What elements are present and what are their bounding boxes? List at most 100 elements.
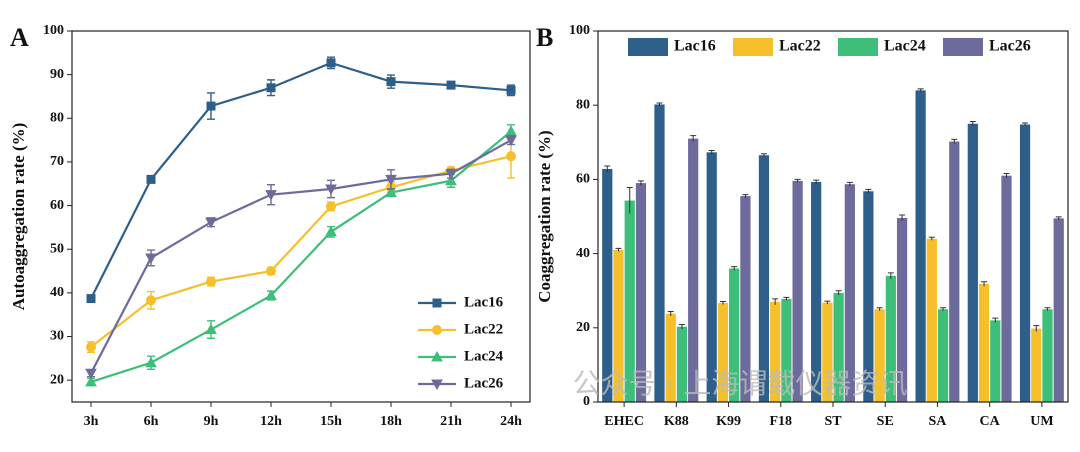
marker <box>266 83 276 93</box>
x-tick-label: SE <box>877 414 894 429</box>
marker <box>385 186 397 197</box>
error-bar <box>1003 172 1010 178</box>
marker <box>386 77 396 87</box>
legend-label: Lac16 <box>674 38 716 55</box>
watermark: 公众号 · 上海谓载仪器资讯 <box>573 367 908 400</box>
legend-label: Lac22 <box>779 38 821 55</box>
error-bar <box>678 323 685 329</box>
marker <box>326 201 336 212</box>
line <box>90 139 512 374</box>
marker <box>206 101 216 111</box>
bar <box>822 302 833 402</box>
marker <box>325 184 337 196</box>
error-bar <box>887 272 894 279</box>
bar <box>740 196 751 402</box>
x-tick-label: 9h <box>204 414 219 429</box>
bar <box>717 302 729 402</box>
marker <box>506 151 516 162</box>
error-bar <box>969 121 976 126</box>
error-bar <box>760 153 767 157</box>
legend-swatch <box>838 38 878 56</box>
legend-label: Lac26 <box>464 375 504 391</box>
legend-label: Lac26 <box>989 38 1031 55</box>
marker <box>206 276 216 287</box>
bar <box>635 183 647 402</box>
error-bar <box>719 300 726 305</box>
bar <box>602 169 613 402</box>
line <box>90 61 512 300</box>
bar <box>781 298 792 402</box>
marker <box>445 174 457 186</box>
x-tick-label: K88 <box>664 414 689 429</box>
legend-label: Lac24 <box>464 348 504 364</box>
bar <box>676 326 688 402</box>
marker <box>86 342 96 353</box>
legend-swatch <box>628 38 668 56</box>
error-bar <box>656 102 663 106</box>
y-axis-label: Autoaggregation rate (%) <box>9 123 28 311</box>
legend-label: Lac22 <box>464 321 503 337</box>
error-bar <box>783 296 790 301</box>
marker <box>146 174 156 184</box>
bar <box>688 138 699 402</box>
y-tick-label: 0 <box>583 394 590 409</box>
y-tick-label: 40 <box>50 285 64 300</box>
error-bar <box>813 179 820 184</box>
line <box>90 130 512 383</box>
bar <box>874 309 885 402</box>
x-tick-label: UM <box>1030 414 1053 429</box>
bar <box>665 313 676 402</box>
y-tick-label: 80 <box>576 97 590 112</box>
x-tick-label: F18 <box>769 414 792 429</box>
error-bar <box>1033 325 1040 332</box>
error-bar <box>731 266 738 271</box>
y-axis-label: Coaggregation rate (%) <box>535 130 554 302</box>
error-bar <box>940 307 947 311</box>
marker <box>85 368 97 380</box>
bar <box>1019 124 1031 402</box>
error-bar <box>742 194 749 198</box>
bar <box>896 217 908 402</box>
marker <box>146 295 156 306</box>
x-tick-label: 15h <box>320 414 342 429</box>
bar <box>792 180 803 402</box>
marker <box>266 266 276 277</box>
bar <box>1001 175 1012 402</box>
line <box>90 155 512 348</box>
error-bar <box>708 149 715 155</box>
bar <box>915 90 926 403</box>
bar <box>978 284 990 402</box>
error-bar <box>899 214 906 221</box>
error-bar <box>626 187 633 214</box>
legend-swatch <box>733 38 773 56</box>
error-bar <box>604 165 611 172</box>
marker <box>85 375 97 387</box>
legend-marker <box>431 379 443 391</box>
bar <box>863 191 874 402</box>
bar <box>770 301 781 402</box>
bar <box>937 309 949 402</box>
marker <box>86 294 96 304</box>
plot-frame <box>597 30 1069 403</box>
error-bar <box>1022 122 1029 126</box>
legend-marker <box>432 325 442 335</box>
error-bar <box>615 247 622 252</box>
marker <box>505 135 517 147</box>
y-tick-label: 100 <box>43 23 64 38</box>
y-tick-label: 20 <box>576 320 590 335</box>
x-tick-label: EHEC <box>604 414 644 429</box>
y-tick-label: 70 <box>50 154 64 169</box>
error-bar <box>992 317 999 323</box>
legend-label: Lac16 <box>464 294 504 310</box>
y-tick-label: 20 <box>50 372 64 387</box>
y-tick-label: 90 <box>50 67 64 82</box>
error-bar <box>667 310 674 316</box>
marker <box>265 190 277 201</box>
bar <box>729 268 740 402</box>
panel-label: A <box>10 23 29 52</box>
bar <box>654 104 665 402</box>
y-tick-label: 60 <box>50 198 64 213</box>
x-tick-label: K99 <box>716 414 741 429</box>
x-tick-label: ST <box>824 414 842 429</box>
legend-label: Lac24 <box>884 38 926 55</box>
